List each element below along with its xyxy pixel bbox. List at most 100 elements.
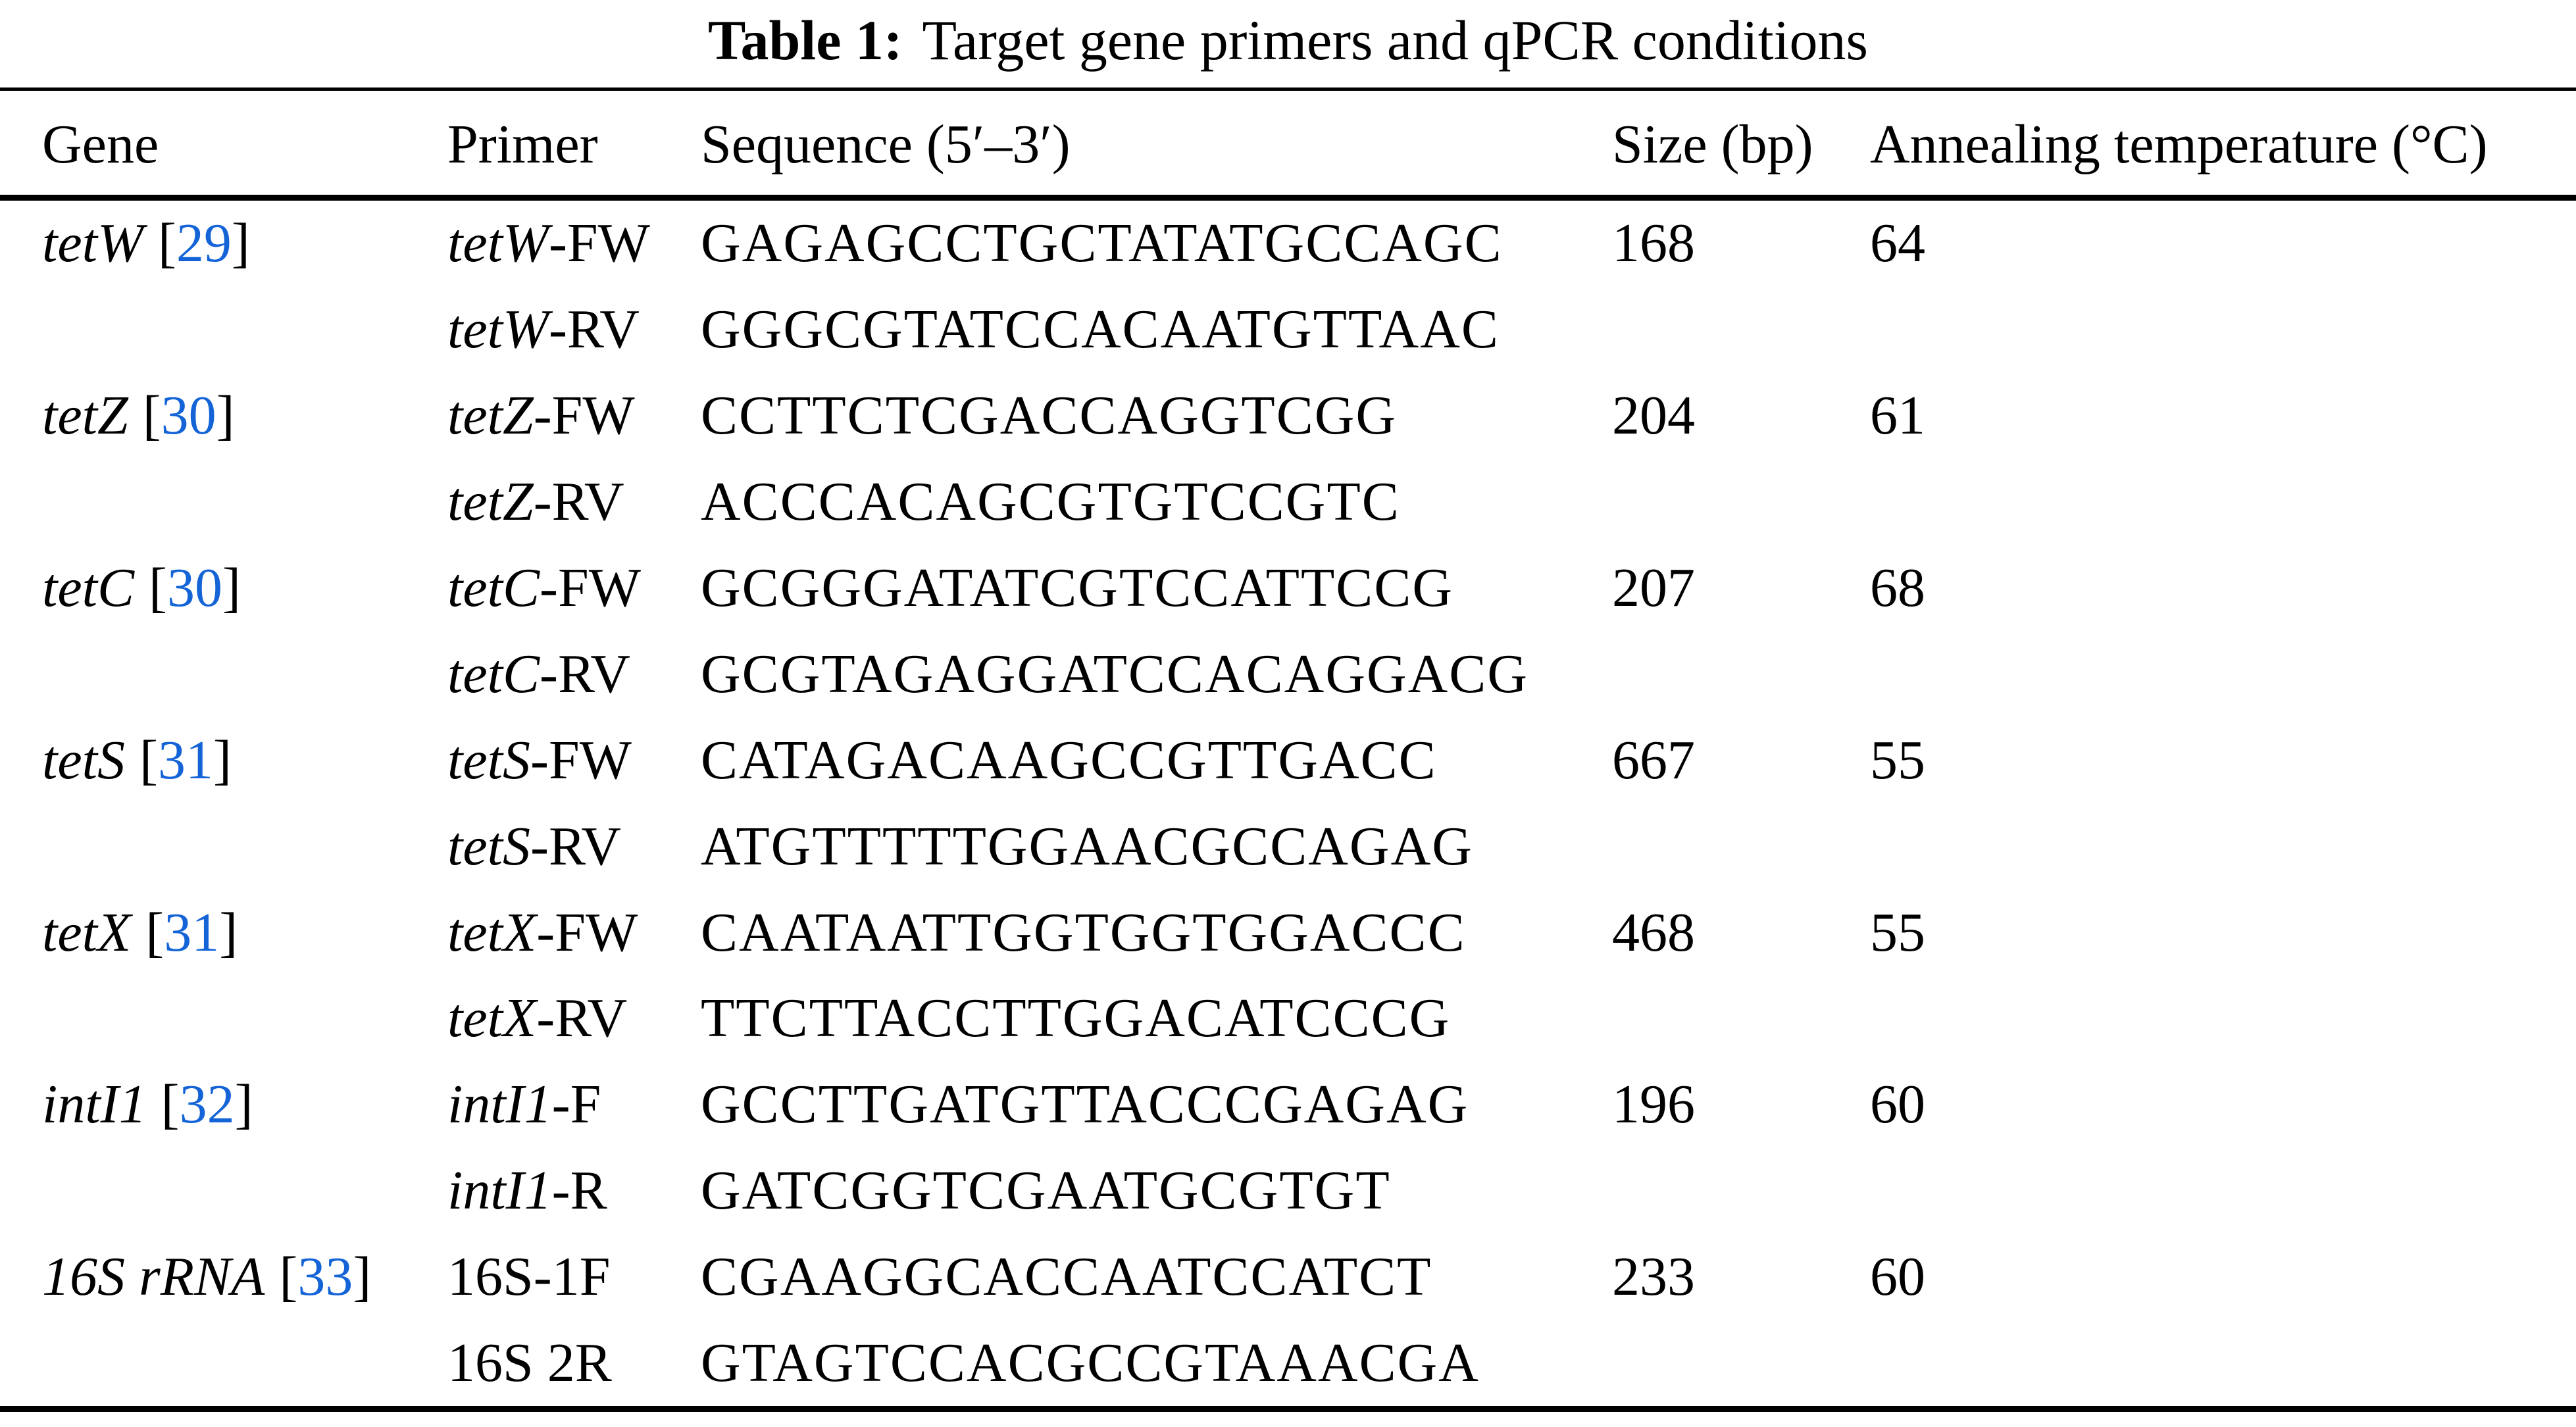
primer-name-suffix: -FW xyxy=(530,729,632,791)
gene-name: tetZ xyxy=(42,385,128,447)
sequence-cell: CGAAGGCACCAATCCATCT xyxy=(701,1246,1432,1308)
table-row: tetW [29] tetW-FW GAGAGCCTGCTATATGCCAGC 1… xyxy=(0,201,2576,287)
table-row: tetS-RV ATGTTTTTGGAACGCCAGAG xyxy=(0,803,2576,889)
annealing-cell: 61 xyxy=(1870,385,1925,447)
bracket-open: [ xyxy=(145,901,164,963)
primer-name-italic: intI1 xyxy=(447,1074,552,1136)
bracket-open: [ xyxy=(279,1246,298,1308)
primer-name-suffix: -FW xyxy=(536,901,638,963)
caption-label: Table 1: xyxy=(708,9,903,72)
col-header-gene: Gene xyxy=(42,114,159,175)
col-header-sequence: Sequence (5′–3′) xyxy=(701,114,1071,175)
table-row: tetX [31] tetX-FW CAATAATTGGTGGTGGACCC 46… xyxy=(0,889,2576,976)
sequence-cell: GCGGGATATCGTCCATTCCG xyxy=(701,557,1454,618)
size-cell: 196 xyxy=(1612,1074,1695,1136)
citation-link[interactable]: 32 xyxy=(179,1074,235,1136)
caption-text: Target gene primers and qPCR conditions xyxy=(922,9,1868,72)
table-row: tetX-RV TTCTTACCTTGGACATCCCG xyxy=(0,976,2576,1062)
size-cell: 204 xyxy=(1612,385,1695,447)
primer-name-suffix: 16S 2R xyxy=(447,1332,612,1394)
primer-name-suffix: -FW xyxy=(548,213,650,274)
primer-cell: tetX-RV xyxy=(447,986,701,1051)
gene-name: tetX xyxy=(42,901,132,963)
gene-cell: tetX [31] xyxy=(0,900,447,966)
primer-name-suffix: -RV xyxy=(530,815,621,877)
primer-cell: 16S 2R xyxy=(447,1330,701,1396)
bracket-close: ] xyxy=(219,901,238,963)
primer-name-italic: tetC xyxy=(447,643,540,705)
sequence-cell: CAATAATTGGTGGTGGACCC xyxy=(701,901,1466,963)
table-caption: Table 1: Target gene primers and qPCR con… xyxy=(0,4,2576,76)
primer-name-italic: tetS xyxy=(447,815,530,877)
citation-link[interactable]: 30 xyxy=(161,385,216,447)
primer-cell: tetX-FW xyxy=(447,900,701,966)
size-cell: 468 xyxy=(1612,901,1695,963)
primer-cell: tetC-FW xyxy=(447,555,701,621)
size-cell: 168 xyxy=(1612,213,1695,274)
citation-link[interactable]: 33 xyxy=(297,1246,353,1308)
primer-cell: 16S-1F xyxy=(447,1244,701,1310)
primer-cell: intI1-F xyxy=(447,1072,701,1138)
bracket-close: ] xyxy=(353,1246,372,1308)
primer-name-italic: tetZ xyxy=(447,471,534,533)
primer-name-italic: tetW xyxy=(447,299,549,361)
annealing-cell: 64 xyxy=(1870,213,1925,274)
table-row: 16S rRNA [33] 16S-1F CGAAGGCACCAATCCATCT … xyxy=(0,1234,2576,1320)
col-header-annealing: Annealing temperature (°C) xyxy=(1870,114,2488,175)
sequence-cell: GATCGGTCGAATGCGTGT xyxy=(701,1160,1391,1222)
table-row: tetZ [30] tetZ-FW CCTTCTCGACCAGGTCGG 204 … xyxy=(0,373,2576,459)
annealing-cell: 68 xyxy=(1870,557,1925,618)
table-row: intI1-R GATCGGTCGAATGCGTGT xyxy=(0,1148,2576,1234)
table-row: 16S 2R GTAGTCCACGCCGTAAACGA xyxy=(0,1320,2576,1407)
primer-cell: intI1-R xyxy=(447,1158,701,1224)
size-cell: 207 xyxy=(1612,557,1695,618)
gene-name: intI1 xyxy=(42,1074,147,1136)
primer-name-suffix: -RV xyxy=(548,299,640,361)
bracket-open: [ xyxy=(161,1074,180,1136)
primer-name-suffix: -RV xyxy=(533,471,624,533)
primer-cell: tetW-RV xyxy=(447,297,701,363)
gene-name: 16S rRNA xyxy=(42,1246,265,1308)
gene-cell: 16S rRNA [33] xyxy=(0,1244,447,1310)
sequence-cell: ATGTTTTTGGAACGCCAGAG xyxy=(701,815,1473,877)
sequence-cell: GAGAGCCTGCTATATGCCAGC xyxy=(701,213,1503,274)
bracket-close: ] xyxy=(213,729,232,791)
citation-link[interactable]: 29 xyxy=(176,213,232,274)
sequence-cell: TTCTTACCTTGGACATCCCG xyxy=(701,988,1451,1049)
header-row: Gene Primer Sequence (5′–3′) Size (bp) A… xyxy=(0,91,2576,201)
primer-name-suffix: -F xyxy=(551,1074,601,1136)
annealing-cell: 60 xyxy=(1870,1246,1925,1308)
bracket-open: [ xyxy=(149,557,167,618)
sequence-cell: GCCTTGATGTTACCCGAGAG xyxy=(701,1074,1469,1136)
primer-name-suffix: 16S-1F xyxy=(447,1246,611,1308)
citation-link[interactable]: 31 xyxy=(157,729,213,791)
annealing-cell: 55 xyxy=(1870,901,1925,963)
gene-cell: tetW [29] xyxy=(0,211,447,276)
primer-table: Gene Primer Sequence (5′–3′) Size (bp) A… xyxy=(0,88,2576,1413)
table-row: tetC-RV GCGTAGAGGATCCACAGGACG xyxy=(0,631,2576,717)
citation-link[interactable]: 30 xyxy=(166,557,222,618)
bracket-open: [ xyxy=(139,729,158,791)
bracket-close: ] xyxy=(234,1074,253,1136)
sequence-cell: CCTTCTCGACCAGGTCGG xyxy=(701,385,1398,447)
annealing-cell: 60 xyxy=(1870,1074,1925,1136)
sequence-cell: GGGCGTATCCACAATGTTAAC xyxy=(701,299,1500,361)
sequence-cell: ACCCACAGCGTGTCCGTC xyxy=(701,471,1400,533)
gene-cell: tetZ [30] xyxy=(0,383,447,449)
gene-cell: intI1 [32] xyxy=(0,1072,447,1138)
primer-cell: tetZ-RV xyxy=(447,469,701,535)
primer-cell: tetZ-FW xyxy=(447,383,701,449)
primer-name-italic: tetX xyxy=(447,988,537,1049)
gene-cell: tetS [31] xyxy=(0,728,447,793)
primer-name-italic: intI1 xyxy=(447,1160,552,1222)
primer-name-italic: tetX xyxy=(447,901,537,963)
citation-link[interactable]: 31 xyxy=(164,901,220,963)
bracket-close: ] xyxy=(216,385,235,447)
primer-name-suffix: -FW xyxy=(540,557,641,618)
table-row: tetW-RV GGGCGTATCCACAATGTTAAC xyxy=(0,287,2576,373)
table-row: tetS [31] tetS-FW CATAGACAAGCCGTTGACC 667… xyxy=(0,717,2576,803)
primer-cell: tetC-RV xyxy=(447,641,701,707)
primer-name-italic: tetW xyxy=(447,213,549,274)
table-row: intI1 [32] intI1-F GCCTTGATGTTACCCGAGAG 1… xyxy=(0,1062,2576,1148)
